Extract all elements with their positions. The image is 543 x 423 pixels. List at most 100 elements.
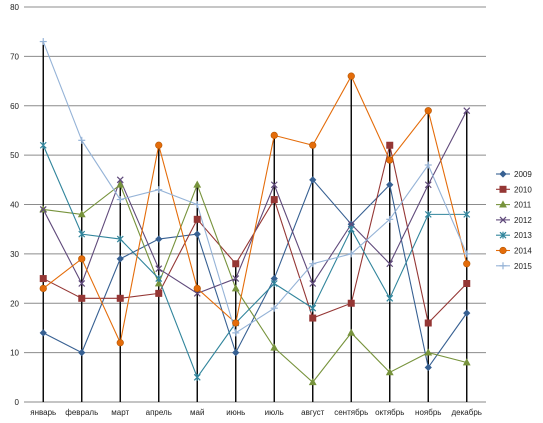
data-point-2015 <box>116 196 124 204</box>
data-point-2010 <box>155 289 163 297</box>
legend-marker <box>499 185 507 193</box>
data-point-2014 <box>309 141 317 149</box>
legend-label: 2010 <box>514 185 532 194</box>
series-line-2014 <box>42 74 468 345</box>
x-tick-label: декабрь <box>452 408 482 417</box>
data-point-2015 <box>193 201 201 208</box>
legend-marker <box>499 200 507 208</box>
series-line-2009 <box>42 178 468 369</box>
legend-label: 2013 <box>514 231 532 240</box>
x-tick-label: июль <box>265 408 284 417</box>
data-point-2015 <box>232 329 240 337</box>
data-point-2015 <box>155 186 163 194</box>
data-point-2009 <box>424 363 432 372</box>
data-point-2010 <box>78 294 86 302</box>
data-point-2013 <box>386 294 394 302</box>
data-point-2015 <box>309 260 317 268</box>
y-tick-label: 60 <box>10 102 19 111</box>
data-point-2014 <box>78 255 86 263</box>
legend: 2009 2010 2011 2012 2013 2014 2015 <box>496 170 532 271</box>
legend-item: 2012 <box>496 216 532 225</box>
data-point-2012 <box>116 176 124 184</box>
x-tick-label: февраль <box>65 408 98 417</box>
legend-label: 2009 <box>514 170 532 179</box>
y-tick-label: 70 <box>10 52 19 61</box>
legend-marker <box>499 231 507 239</box>
data-point-2011 <box>154 279 163 287</box>
data-point-2014 <box>270 131 278 139</box>
data-point-2014 <box>39 284 47 293</box>
data-point-2010 <box>116 294 124 302</box>
x-tick-label: август <box>301 408 325 417</box>
data-point-2010 <box>232 260 240 268</box>
data-point-2009 <box>193 230 201 238</box>
y-tick-label: 80 <box>10 3 19 12</box>
data-point-2010 <box>270 196 278 204</box>
data-point-2012 <box>309 280 317 287</box>
y-tick-label: 10 <box>10 349 19 358</box>
data-point-2011 <box>231 284 240 292</box>
data-point-2012 <box>155 265 163 273</box>
data-point-2012 <box>39 206 47 213</box>
data-point-2013 <box>193 373 201 381</box>
drop-lines <box>42 41 468 402</box>
data-point-2012 <box>78 280 86 287</box>
data-point-2009 <box>39 329 47 337</box>
y-tick-label: 0 <box>15 398 20 407</box>
y-tick-label: 30 <box>10 250 19 259</box>
x-tick-label: январь <box>30 408 56 417</box>
data-point-2012 <box>232 275 240 282</box>
legend-marker <box>499 246 507 255</box>
data-point-2012 <box>270 181 278 189</box>
x-tick-label: июнь <box>226 408 245 417</box>
data-point-2011 <box>347 328 356 336</box>
gridlines <box>24 6 486 403</box>
data-point-2011 <box>193 180 202 188</box>
data-point-2009 <box>155 235 163 243</box>
legend-label: 2014 <box>514 247 532 256</box>
data-point-2012 <box>463 107 471 115</box>
legend-label: 2012 <box>514 216 532 225</box>
series-line-2012 <box>42 110 468 294</box>
data-point-2011 <box>77 210 86 218</box>
data-point-2012 <box>424 181 432 189</box>
data-point-2010 <box>347 299 355 307</box>
data-point-2014 <box>386 156 394 164</box>
data-point-2015 <box>347 250 355 258</box>
data-point-2014 <box>155 141 163 149</box>
data-point-2010 <box>463 280 471 287</box>
legend-marker <box>499 170 507 178</box>
legend-item: 2015 <box>496 262 532 271</box>
series-markers <box>39 38 471 386</box>
y-tick-label: 40 <box>10 201 19 210</box>
data-point-2009 <box>463 309 471 317</box>
data-point-2009 <box>78 349 86 357</box>
data-point-2014 <box>463 260 471 268</box>
series-line-2015 <box>42 41 468 334</box>
data-point-2015 <box>270 304 278 312</box>
data-point-2010 <box>193 215 201 223</box>
data-point-2011 <box>385 368 394 376</box>
legend-label: 2011 <box>514 201 532 210</box>
series-lines <box>42 41 468 384</box>
data-point-2009 <box>116 255 124 263</box>
data-point-2014 <box>232 319 240 327</box>
data-point-2009 <box>309 176 317 184</box>
data-point-2009 <box>386 181 394 189</box>
x-tick-label: май <box>190 408 204 417</box>
data-point-2013 <box>309 304 317 312</box>
data-point-2015 <box>39 38 47 46</box>
data-point-2015 <box>424 161 432 169</box>
data-point-2011 <box>308 378 317 386</box>
legend-marker <box>499 216 507 224</box>
x-tick-label: сентябрь <box>334 408 368 417</box>
data-point-2014 <box>193 284 201 293</box>
data-point-2013 <box>155 275 163 283</box>
legend-item: 2010 <box>496 185 532 194</box>
y-axis-ticks: 0 10 20 30 40 50 60 70 80 <box>10 3 19 407</box>
data-point-2014 <box>116 339 124 347</box>
data-point-2011 <box>462 358 471 366</box>
data-point-2013 <box>39 141 47 149</box>
